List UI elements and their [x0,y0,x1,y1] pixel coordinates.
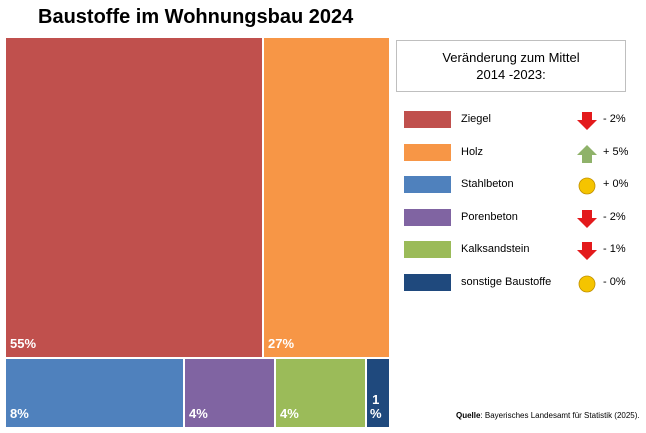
legend-label: sonstige Baustoffe [461,276,552,288]
tile-value-label: 4% [280,406,299,421]
treemap-tile-holz: 27% [264,38,389,357]
legend-change-value: - 2% [603,113,626,125]
legend-header-line2: 2014 -2023: [476,67,546,82]
treemap-tile-ziegel: 55% [6,38,262,357]
legend-row-ziegel: Ziegel - 2% [404,111,634,131]
legend-swatch [404,111,451,128]
legend-change-value: - 0% [603,276,626,288]
source-text: : Bayerisches Landesamt für Statistik (2… [480,411,640,420]
circle-icon [576,274,596,294]
legend-row-stahlbeton: Stahlbeton + 0% [404,176,634,196]
legend-header-line1: Veränderung zum Mittel [442,50,580,65]
arrow-down-icon [576,209,597,229]
legend-change-value: - 1% [603,243,626,255]
legend-swatch [404,274,451,291]
treemap-tile-sonstige-baustoffe: 1 % [367,359,389,427]
legend-change-value: + 0% [603,178,629,190]
legend-label: Holz [461,146,484,158]
legend-swatch [404,144,451,161]
tile-value-label: 27% [268,336,295,351]
treemap-tile-kalksandstein: 4% [276,359,365,427]
source-label: Quelle [456,411,481,420]
tile-value-label: 1 % [370,392,382,421]
legend-label: Ziegel [461,113,491,125]
tile-value-label: 4% [189,406,208,421]
arrow-down-icon [576,111,597,131]
treemap-tile-stahlbeton: 8% [6,359,183,427]
legend-row-holz: Holz + 5% [404,144,634,164]
legend-label: Kalksandstein [461,243,530,255]
chart-title: Baustoffe im Wohnungsbau 2024 [38,6,354,28]
legend-swatch [404,176,451,193]
arrow-up-icon [576,144,597,164]
legend-row-sonstige-baustoffe: sonstige Baustoffe - 0% [404,274,634,294]
legend-change-value: - 2% [603,211,626,223]
source-note: Quelle: Bayerisches Landesamt für Statis… [456,411,640,420]
legend-swatch [404,209,451,226]
legend-swatch [404,241,451,258]
legend-label: Stahlbeton [461,178,514,190]
tile-value-label: 55% [10,336,37,351]
legend-change-value: + 5% [603,146,629,158]
legend-row-kalksandstein: Kalksandstein - 1% [404,241,634,261]
circle-icon [576,176,596,196]
legend-label: Porenbeton [461,211,518,223]
legend-header-box: Veränderung zum Mittel 2014 -2023: [396,40,626,92]
legend-row-porenbeton: Porenbeton - 2% [404,209,634,229]
tile-value-label: 8% [10,406,29,421]
arrow-down-icon [576,241,597,261]
treemap-tile-porenbeton: 4% [185,359,274,427]
